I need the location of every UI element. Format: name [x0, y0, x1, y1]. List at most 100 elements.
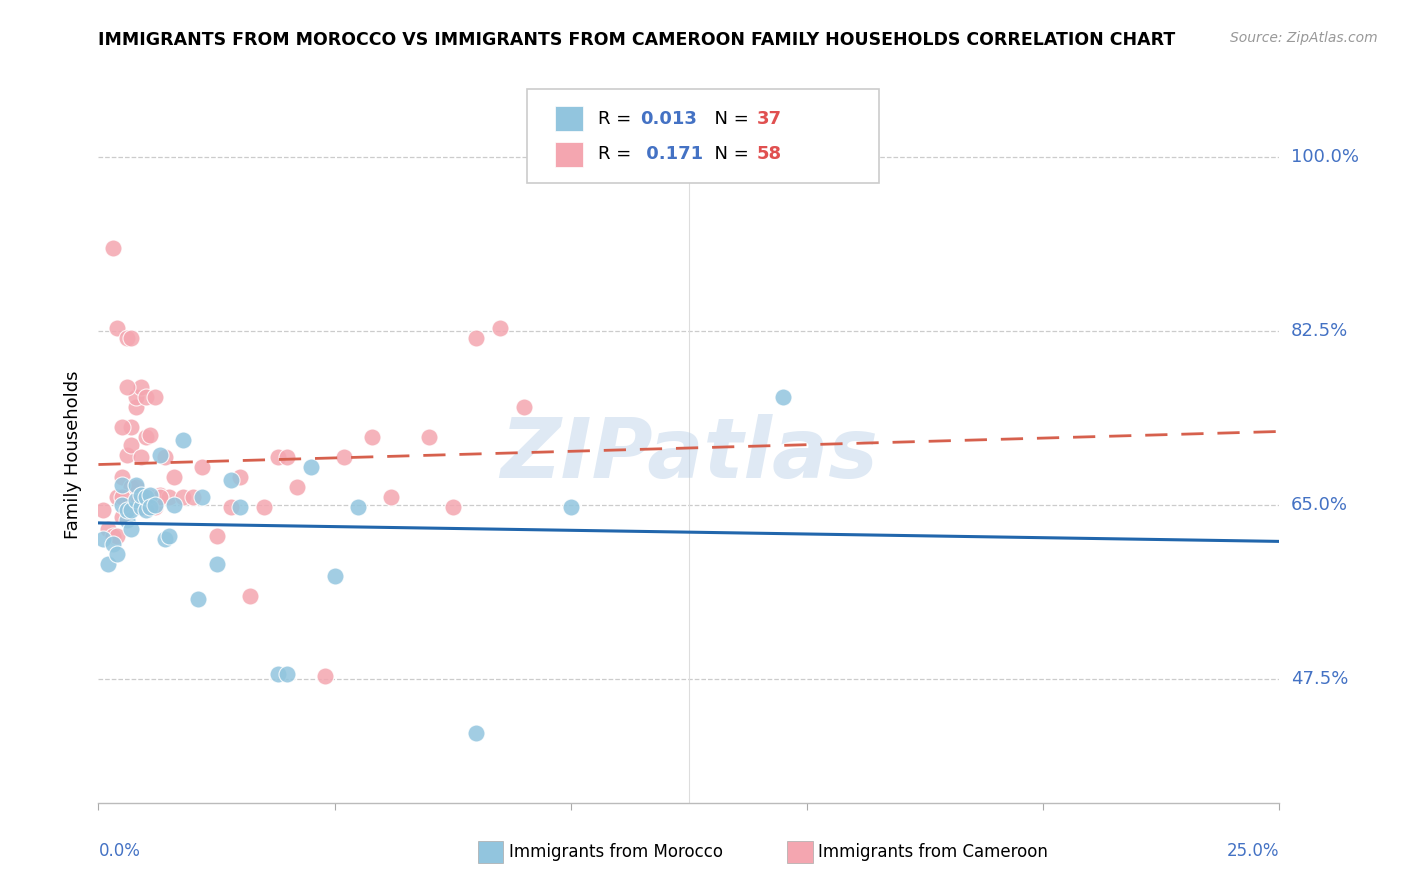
Point	[229, 470, 252, 484]
Point	[153, 533, 176, 547]
Text: 0.013: 0.013	[640, 110, 696, 128]
Point	[276, 666, 298, 681]
Point	[333, 450, 356, 464]
Text: 25.0%: 25.0%	[1227, 842, 1279, 860]
Point	[314, 668, 336, 682]
Point	[91, 502, 114, 516]
Point	[135, 490, 157, 504]
Point	[121, 438, 143, 452]
Point	[299, 459, 322, 474]
Text: R =: R =	[598, 145, 637, 163]
Text: 82.5%: 82.5%	[1291, 322, 1348, 340]
Point	[125, 401, 148, 415]
Point	[157, 490, 180, 504]
Point	[205, 529, 228, 543]
Point	[191, 459, 214, 474]
Point	[121, 420, 143, 434]
Point	[121, 523, 143, 537]
Text: IMMIGRANTS FROM MOROCCO VS IMMIGRANTS FROM CAMEROON FAMILY HOUSEHOLDS CORRELATIO: IMMIGRANTS FROM MOROCCO VS IMMIGRANTS FR…	[98, 31, 1175, 49]
Text: Immigrants from Morocco: Immigrants from Morocco	[509, 843, 723, 861]
Point	[129, 500, 152, 514]
Point	[111, 490, 134, 504]
Text: 0.171: 0.171	[640, 145, 703, 163]
Text: 58: 58	[756, 145, 782, 163]
Point	[97, 523, 120, 537]
Point	[149, 488, 172, 502]
Point	[125, 390, 148, 404]
Point	[361, 430, 384, 444]
Point	[115, 331, 138, 345]
Point	[267, 450, 290, 464]
Point	[115, 500, 138, 514]
Point	[380, 490, 402, 504]
Point	[115, 512, 138, 526]
Point	[115, 380, 138, 394]
Point	[267, 666, 290, 681]
Text: 37: 37	[756, 110, 782, 128]
Point	[129, 500, 152, 514]
Point	[105, 490, 128, 504]
Point	[285, 480, 308, 494]
Text: ZIPatlas: ZIPatlas	[501, 415, 877, 495]
Text: Source: ZipAtlas.com: Source: ZipAtlas.com	[1230, 31, 1378, 45]
Point	[465, 331, 488, 345]
Point	[149, 448, 172, 462]
Text: N =: N =	[703, 110, 755, 128]
Point	[323, 569, 346, 583]
Point	[135, 430, 157, 444]
Point	[125, 480, 148, 494]
Point	[121, 502, 143, 516]
Point	[512, 401, 534, 415]
Point	[239, 589, 262, 603]
Point	[560, 500, 582, 514]
Point	[115, 502, 138, 516]
Point	[172, 433, 194, 447]
Point	[135, 390, 157, 404]
Point	[129, 488, 152, 502]
Point	[143, 498, 166, 512]
Point	[91, 533, 114, 547]
Point	[143, 390, 166, 404]
Point	[191, 490, 214, 504]
Point	[111, 498, 134, 512]
Point	[143, 500, 166, 514]
Text: Immigrants from Cameroon: Immigrants from Cameroon	[818, 843, 1047, 861]
Point	[139, 488, 162, 502]
Point	[111, 470, 134, 484]
Point	[101, 241, 124, 255]
Point	[125, 492, 148, 507]
Point	[125, 490, 148, 504]
Point	[139, 428, 162, 442]
Point	[111, 509, 134, 524]
Point	[129, 380, 152, 394]
Point	[163, 498, 186, 512]
Point	[276, 450, 298, 464]
Point	[111, 420, 134, 434]
Point	[105, 529, 128, 543]
Point	[125, 477, 148, 491]
Point	[121, 480, 143, 494]
Point	[163, 470, 186, 484]
Point	[121, 331, 143, 345]
Point	[149, 490, 172, 504]
Point	[135, 490, 157, 504]
Point	[181, 490, 204, 504]
Point	[465, 726, 488, 740]
Point	[111, 477, 134, 491]
Text: 100.0%: 100.0%	[1291, 148, 1358, 166]
Y-axis label: Family Households: Family Households	[65, 371, 83, 539]
Point	[229, 500, 252, 514]
Point	[187, 592, 209, 607]
Text: 47.5%: 47.5%	[1291, 670, 1348, 688]
Point	[101, 537, 124, 551]
Point	[97, 558, 120, 572]
Point	[101, 529, 124, 543]
Point	[105, 547, 128, 561]
Point	[153, 450, 176, 464]
Point	[347, 500, 370, 514]
Point	[205, 558, 228, 572]
Point	[219, 500, 242, 514]
Point	[489, 320, 512, 334]
Point	[115, 448, 138, 462]
Point	[157, 529, 180, 543]
